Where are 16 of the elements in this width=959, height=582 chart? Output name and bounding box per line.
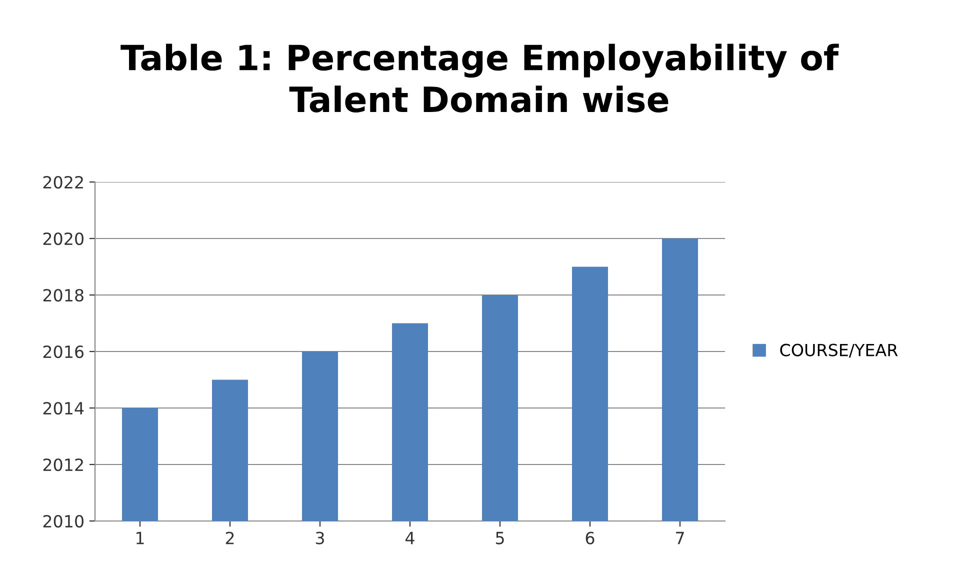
y-tick-label: 2018	[43, 288, 84, 302]
y-tick-label: 2022	[43, 176, 83, 189]
legend-label: COURSE/YEAR	[780, 344, 898, 358]
x-tick-label: 7	[676, 532, 684, 544]
x-tick-label: 1	[136, 532, 144, 544]
x-tick-label: 4	[406, 532, 414, 544]
y-tick-label: 2010	[43, 514, 84, 528]
chart-title: Table 1: Percentage Employability of Talent Domain wise	[120, 44, 839, 112]
x-tick-label: 2	[226, 532, 234, 544]
y-tick-label: 2020	[43, 232, 84, 246]
y-tick-label: 2016	[43, 345, 84, 358]
x-tick-label: 3	[316, 532, 324, 544]
y-tick-label: 2012	[43, 458, 83, 472]
x-tick-label: 6	[586, 532, 594, 544]
x-tick-label: 5	[496, 532, 504, 544]
y-tick-label: 2014	[43, 402, 84, 415]
